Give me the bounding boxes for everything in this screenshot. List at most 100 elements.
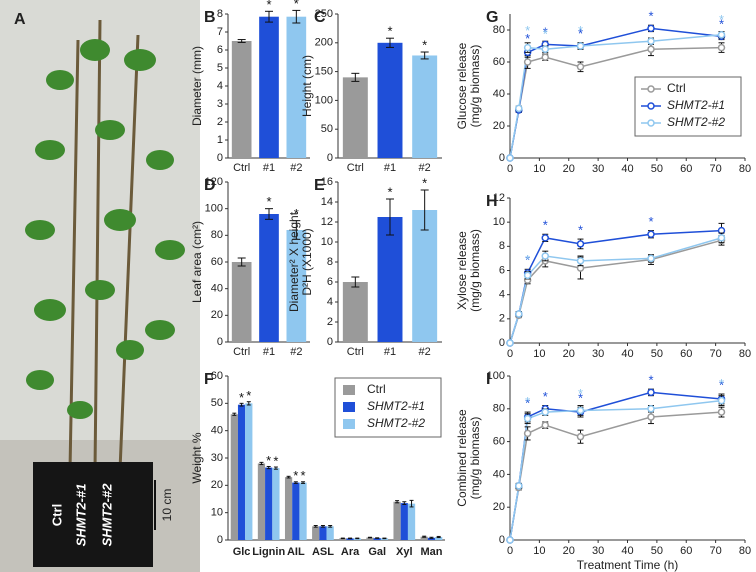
y-tick-label: 30 <box>211 452 223 464</box>
x-tick-label: ASL <box>312 546 334 558</box>
y-tick-label: 40 <box>493 468 505 480</box>
series-line <box>509 411 722 541</box>
y-tick-label: 80 <box>493 24 505 36</box>
x-tick-label: 20 <box>563 163 575 175</box>
x-tick-label: 70 <box>710 348 722 360</box>
x-tick-label: #1 <box>263 346 275 358</box>
y-tick-label: 40 <box>211 425 223 437</box>
y-axis-label: Diameter (mm) <box>190 46 204 126</box>
x-tick-label: #2 <box>419 346 431 358</box>
panel-letter: H <box>486 193 498 210</box>
point <box>506 339 514 347</box>
error-bar <box>402 501 407 505</box>
y-tick-label: 0 <box>327 336 333 348</box>
x-tick-label: 40 <box>621 163 633 175</box>
y-tick-label: 8 <box>327 256 333 268</box>
point <box>576 257 585 265</box>
bar <box>346 538 354 540</box>
significance-marker: * <box>525 252 530 267</box>
x-tick-label: Ctrl <box>347 162 364 174</box>
legend-label: Ctrl <box>667 81 686 95</box>
y-axis-label: Diameter² X height <box>287 211 301 312</box>
error-bar <box>382 537 387 540</box>
significance-marker: * <box>578 23 583 38</box>
x-tick-label: 70 <box>710 545 722 557</box>
bar <box>412 55 438 158</box>
bar <box>231 41 252 158</box>
significance-marker: * <box>266 453 271 468</box>
x-tick-label: #1 <box>384 162 396 174</box>
legend-label: SHMT2-#1 <box>367 399 425 413</box>
bar <box>312 526 320 540</box>
significance-marker: * <box>525 394 530 409</box>
y-tick-label: 1 <box>217 134 223 146</box>
bar <box>286 230 307 342</box>
x-tick-label: 0 <box>507 545 513 557</box>
point <box>515 482 523 490</box>
legend-swatch <box>343 419 355 429</box>
legend-swatch <box>343 385 355 395</box>
y-tick-label: 200 <box>315 37 333 49</box>
y-tick-label: 10 <box>321 236 333 248</box>
y-tick-label: 80 <box>493 403 505 415</box>
leaves <box>25 39 185 419</box>
x-tick-label: 20 <box>563 545 575 557</box>
significance-marker: * <box>543 25 548 40</box>
bar <box>393 501 401 540</box>
x-tick-label: Gal <box>368 546 386 558</box>
y-tick-label: 40 <box>493 88 505 100</box>
y-tick-label: 2 <box>217 116 223 128</box>
x-tick-label: Xyl <box>396 546 413 558</box>
pot-label: SHMT2-#1 <box>73 484 88 547</box>
significance-marker: * <box>246 388 251 403</box>
y-axis-label: (mg/g biomass) <box>468 45 482 128</box>
x-tick-label: AIL <box>287 546 305 558</box>
error-bar <box>351 72 360 82</box>
legend-dot <box>647 102 655 110</box>
bar <box>292 482 300 540</box>
point <box>647 45 655 53</box>
y-tick-label: 100 <box>315 94 333 106</box>
significance-marker: * <box>294 0 299 11</box>
bar <box>265 467 273 540</box>
x-tick-label: 0 <box>507 163 513 175</box>
y-tick-label: 60 <box>493 56 505 68</box>
y-tick-label: 4 <box>327 296 333 308</box>
significance-marker: * <box>578 391 583 406</box>
x-tick-label: Ctrl <box>347 346 364 358</box>
bar <box>230 414 238 540</box>
significance-marker: * <box>387 184 392 199</box>
x-tick-label: #2 <box>290 346 302 358</box>
error-bar <box>386 37 394 48</box>
y-tick-label: 10 <box>493 216 505 228</box>
x-tick-label: #2 <box>290 162 302 174</box>
scale-label: 10 cm <box>160 489 174 522</box>
y-axis-label: D²H (X1000) <box>300 228 314 295</box>
point <box>541 408 549 416</box>
x-tick-label: Ara <box>341 546 360 558</box>
y-tick-label: 250 <box>315 8 333 20</box>
x-tick-label: 60 <box>680 545 692 557</box>
error-bar <box>340 537 345 540</box>
y-axis-label: (mg/g biomass) <box>468 417 482 500</box>
y-tick-label: 7 <box>217 26 223 38</box>
legend-label: Ctrl <box>367 382 386 396</box>
panel-letter: C <box>314 9 326 26</box>
photo: A Ctrl SHMT2-#1 SHMT2-#2 10 cm <box>0 0 200 572</box>
y-tick-label: 5 <box>217 62 223 74</box>
x-tick-label: 80 <box>739 348 751 360</box>
y-tick-label: 8 <box>499 240 505 252</box>
legend-label: SHMT2-#2 <box>367 416 425 430</box>
point <box>541 53 549 61</box>
y-tick-label: 10 <box>211 507 223 519</box>
significance-marker: * <box>648 373 653 388</box>
error-bar <box>265 208 273 220</box>
error-bar <box>292 220 301 240</box>
error-bar <box>292 9 301 24</box>
y-axis-label: Weight % <box>190 432 204 483</box>
bar <box>231 262 252 342</box>
panel-letter: A <box>14 11 26 28</box>
significance-marker: * <box>422 175 427 190</box>
point <box>576 42 585 50</box>
panel-letter: E <box>314 177 325 194</box>
